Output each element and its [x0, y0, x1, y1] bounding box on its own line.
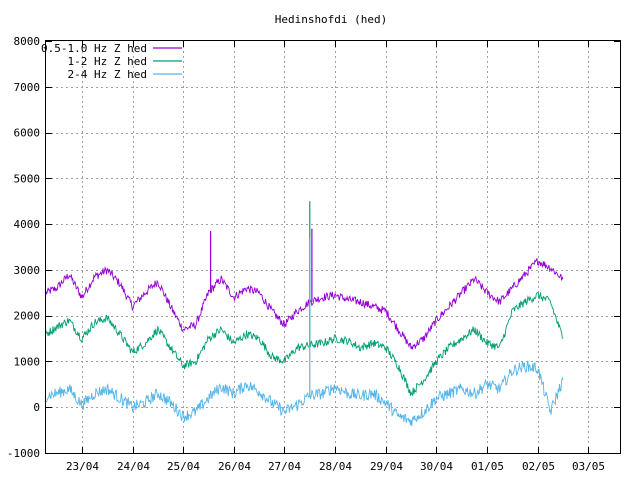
- grid-lines: [46, 41, 620, 453]
- series-lines: [45, 201, 564, 427]
- x-tick-label: 24/04: [117, 460, 150, 473]
- y-tick-label: 3000: [14, 264, 41, 277]
- x-tick-label: 02/05: [522, 460, 555, 473]
- legend-label: 1-2 Hz Z hed: [68, 55, 147, 68]
- legend-label: 2-4 Hz Z hed: [68, 68, 147, 81]
- series-line-1: [45, 258, 564, 350]
- y-tick-label: 7000: [14, 81, 41, 94]
- x-tick-label: 30/04: [420, 460, 453, 473]
- y-tick-label: 1000: [14, 355, 41, 368]
- y-tick-label: 4000: [14, 218, 41, 231]
- x-tick-label: 25/04: [167, 460, 200, 473]
- x-tick-label: 26/04: [218, 460, 251, 473]
- chart-title: Hedinshofdi (hed): [275, 13, 388, 26]
- y-tick-label: 5000: [14, 172, 41, 185]
- x-tick-label: 03/05: [572, 460, 605, 473]
- y-tick-label: -1000: [7, 447, 40, 460]
- plot-frame: [45, 40, 621, 454]
- y-tick-label: 0: [33, 401, 40, 414]
- axes: -1000 0 1000 2000 3000 4000 5000 6000 7000 8000 23…: [7, 35, 620, 473]
- series-line-3: [45, 360, 564, 427]
- x-tick-label: 01/05: [471, 460, 504, 473]
- x-tick-label: 27/04: [268, 460, 301, 473]
- x-tick-label: 29/04: [370, 460, 403, 473]
- y-tick-label: 2000: [14, 310, 41, 323]
- y-tick-label: 6000: [14, 127, 41, 140]
- y-tick-label: 8000: [14, 35, 41, 48]
- x-tick-label: 28/04: [319, 460, 352, 473]
- x-tick-label: 23/04: [66, 460, 99, 473]
- legend-label: 0.5-1.0 Hz Z hed: [41, 42, 147, 55]
- series-line-2: [45, 291, 564, 396]
